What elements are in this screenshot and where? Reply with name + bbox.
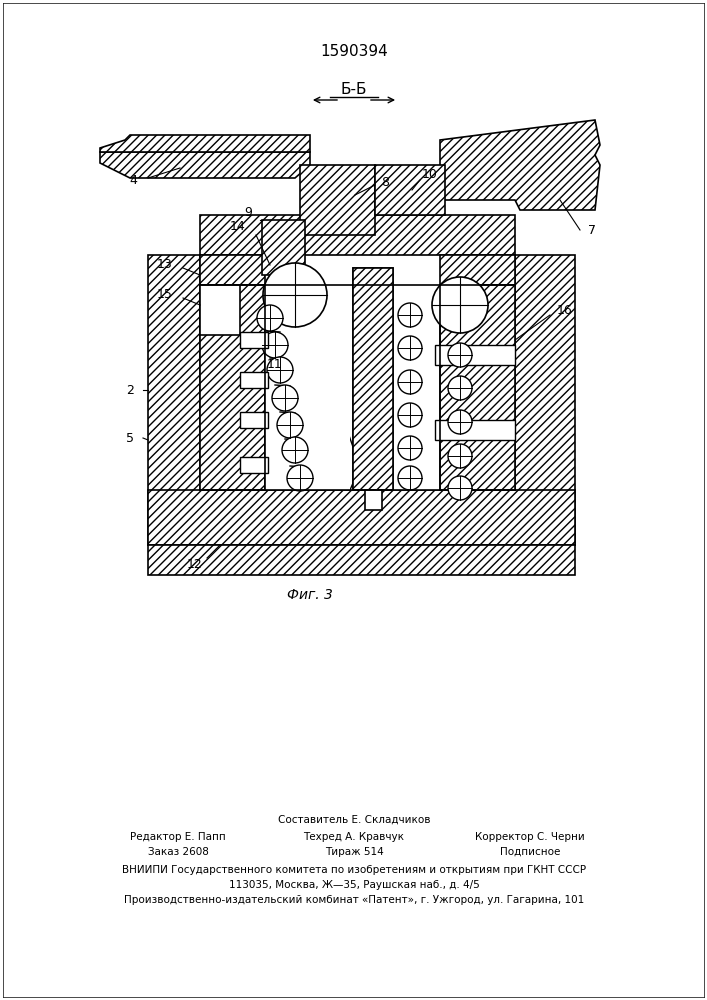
Text: 11: 11	[267, 359, 283, 371]
Circle shape	[287, 465, 313, 491]
Text: 14: 14	[230, 221, 246, 233]
Bar	[515, 255, 575, 545]
Circle shape	[448, 410, 472, 434]
Bar	[200, 285, 240, 335]
Bar	[240, 412, 268, 428]
Bar	[200, 215, 515, 255]
Bar	[375, 165, 445, 215]
Bar	[353, 268, 393, 490]
Circle shape	[277, 412, 303, 438]
Bar	[440, 285, 515, 490]
Text: 9: 9	[244, 207, 252, 220]
Text: Корректор С. Черни: Корректор С. Черни	[475, 832, 585, 842]
Circle shape	[282, 437, 308, 463]
Bar	[240, 332, 268, 348]
Text: 4: 4	[129, 174, 137, 186]
Text: 13: 13	[157, 258, 173, 271]
Circle shape	[432, 277, 488, 333]
Circle shape	[398, 370, 422, 394]
Text: Редактор Е. Папп: Редактор Е. Папп	[130, 832, 226, 842]
Text: Б-Б: Б-Б	[341, 83, 367, 98]
Circle shape	[398, 436, 422, 460]
Bar	[365, 490, 382, 510]
Bar	[240, 457, 268, 473]
Circle shape	[257, 305, 283, 331]
Circle shape	[398, 336, 422, 360]
Circle shape	[448, 444, 472, 468]
Bar	[200, 285, 265, 490]
Circle shape	[448, 476, 472, 500]
Text: 16: 16	[557, 304, 573, 316]
Text: Подписное: Подписное	[500, 847, 560, 857]
Polygon shape	[100, 152, 310, 178]
Bar	[262, 220, 305, 275]
Circle shape	[263, 263, 327, 327]
Bar	[300, 165, 375, 235]
Circle shape	[398, 466, 422, 490]
Bar	[353, 268, 393, 490]
Bar	[440, 255, 515, 285]
Text: Фиг. 3: Фиг. 3	[287, 588, 333, 602]
Bar	[200, 285, 515, 490]
Text: ВНИИПИ Государственного комитета по изобретениям и открытиям при ГКНТ СССР: ВНИИПИ Государственного комитета по изоб…	[122, 865, 586, 875]
Bar	[435, 420, 515, 440]
Text: Заказ 2608: Заказ 2608	[148, 847, 209, 857]
Text: 15: 15	[157, 288, 173, 302]
Circle shape	[448, 376, 472, 400]
Circle shape	[448, 343, 472, 367]
Text: Производственно-издательский комбинат «Патент», г. Ужгород, ул. Гагарина, 101: Производственно-издательский комбинат «П…	[124, 895, 584, 905]
Bar	[148, 490, 575, 545]
Text: Техред А. Кравчук: Техред А. Кравчук	[303, 832, 404, 842]
Bar	[240, 372, 268, 388]
Polygon shape	[265, 295, 360, 490]
Circle shape	[398, 303, 422, 327]
Polygon shape	[100, 135, 310, 152]
Bar	[200, 255, 265, 285]
Circle shape	[272, 385, 298, 411]
Text: 2: 2	[126, 383, 134, 396]
Text: 7: 7	[588, 224, 596, 236]
Bar	[148, 545, 575, 575]
Bar	[148, 255, 200, 545]
Text: 10: 10	[422, 168, 438, 182]
Text: Составитель Е. Складчиков: Составитель Е. Складчиков	[278, 815, 431, 825]
Text: 8: 8	[381, 176, 389, 188]
Bar	[435, 345, 515, 365]
Text: Тираж 514: Тираж 514	[325, 847, 383, 857]
Polygon shape	[440, 120, 600, 210]
Circle shape	[262, 332, 288, 358]
Circle shape	[267, 357, 293, 383]
Text: 1590394: 1590394	[320, 44, 388, 60]
Text: 5: 5	[126, 432, 134, 444]
Bar	[265, 295, 350, 490]
Text: 113035, Москва, Ж—35, Раушская наб., д. 4/5: 113035, Москва, Ж—35, Раушская наб., д. …	[228, 880, 479, 890]
Circle shape	[398, 403, 422, 427]
Text: 12: 12	[187, 558, 203, 572]
